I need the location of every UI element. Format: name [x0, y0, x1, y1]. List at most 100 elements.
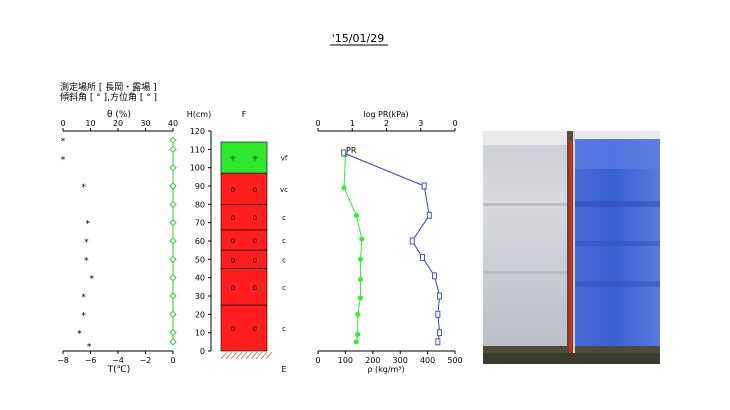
snow-layer	[220, 304, 268, 352]
temperature-point: *	[90, 275, 95, 285]
grain-symbol: o	[231, 255, 236, 264]
density-pr-panel: log PR(kPa) ρ (kg/m³) 0 1 2 3 0 0 100 200 300 40…	[315, 110, 462, 374]
moisture-point	[169, 255, 177, 264]
density-point	[359, 236, 365, 242]
pr-tick-label: 1	[350, 119, 355, 128]
pr-point	[409, 237, 415, 245]
temperature-point: *	[61, 137, 66, 147]
hardness-label: c	[282, 214, 286, 222]
ground-hatch-line	[260, 351, 268, 360]
pr-point	[437, 292, 443, 300]
density-tick-label: 0	[315, 356, 320, 365]
ground-hatch-line	[220, 351, 228, 360]
height-tick-label: 60	[195, 237, 205, 246]
ground-label: E	[281, 365, 286, 374]
moisture-tick-label: 20	[113, 119, 123, 128]
temperature-point: *	[81, 311, 86, 321]
density-line	[343, 154, 363, 342]
temperature-point: *	[81, 183, 86, 193]
snow-layer	[220, 204, 268, 231]
density-axis-label-text: ρ (kg/m³)	[367, 365, 404, 374]
temperature-moisture-panel: θ (%) T(℃) 0 10 20 30 40 −8 −6 −4 −2 0 *********…	[57, 110, 178, 375]
density-point	[353, 212, 359, 218]
temperature-tick-label: 0	[170, 356, 175, 365]
temperature-point: *	[77, 330, 82, 340]
density-tick-label: 300	[393, 356, 408, 365]
stratigraphy-panel: H(cm) F 0 10 20 30 40 50 60 70 80 90 100 110 120 + + o…	[187, 110, 288, 374]
stratigraphy-header: F	[242, 110, 247, 119]
snow-layer	[220, 268, 268, 306]
ground-hatch-line	[245, 351, 253, 360]
pr-tick-label: 0	[452, 119, 457, 128]
ground-hatch-line	[240, 351, 248, 360]
ground-hatch-line	[255, 351, 263, 360]
temperature-tick-label: −8	[57, 356, 69, 365]
grain-symbol: +	[252, 154, 259, 163]
hardness-label: vf	[281, 155, 288, 163]
ground-hatch-line	[250, 351, 258, 360]
height-tick-label: 20	[195, 310, 205, 319]
grain-symbol: o	[253, 236, 258, 245]
density-tick-label: 100	[338, 356, 353, 365]
snow-layer	[220, 172, 268, 205]
moisture-point	[169, 273, 177, 282]
grain-symbol: o	[231, 236, 236, 245]
hardness-label: c	[282, 256, 286, 264]
density-point	[353, 339, 359, 345]
grain-symbol: o	[231, 283, 236, 292]
snow-pit-photo	[483, 131, 660, 364]
grain-symbol: o	[253, 255, 258, 264]
moisture-point	[169, 182, 177, 190]
height-tick-label: 40	[195, 274, 205, 283]
moisture-point	[169, 338, 177, 346]
density-point	[357, 295, 363, 301]
pr-tick-label: 2	[384, 119, 389, 128]
pr-tick-label: 0	[315, 119, 320, 128]
moisture-point	[169, 145, 177, 154]
moisture-point	[169, 237, 177, 245]
density-point	[355, 332, 361, 337]
moisture-point	[169, 292, 177, 300]
height-tick-label: 100	[190, 164, 205, 173]
height-tick-label: 90	[195, 182, 205, 191]
temperature-tick-label: −6	[85, 356, 97, 365]
site-line: 測定場所 [ 長岡・露場 ]	[60, 81, 157, 93]
pr-point	[435, 310, 441, 318]
density-point	[357, 277, 363, 282]
pr-annotation: PR	[346, 146, 357, 155]
density-point	[357, 256, 363, 262]
height-tick-label: 30	[195, 292, 205, 301]
density-point	[355, 311, 361, 317]
height-tick-label: 50	[195, 255, 205, 264]
height-tick-label: 80	[195, 200, 205, 209]
hardness-label: vc	[280, 186, 288, 194]
moisture-tick-label: 30	[140, 119, 150, 128]
ground-hatch-line	[230, 351, 238, 360]
height-tick-label: 10	[195, 329, 205, 338]
pr-point	[421, 182, 427, 190]
temperature-point: *	[81, 293, 86, 303]
pr-line	[343, 152, 441, 342]
height-tick-label: 120	[190, 127, 205, 136]
density-tick-label: 200	[365, 356, 380, 365]
temperature-tick-label: −2	[140, 356, 152, 365]
density-tick-label: 500	[447, 356, 462, 365]
temperature-point: *	[84, 238, 89, 248]
temperature-point: *	[86, 220, 91, 230]
pr-point	[432, 272, 437, 280]
density-axis-label: ρ (kg/m³)	[367, 365, 404, 374]
moisture-point	[169, 200, 177, 209]
hardness-label: c	[282, 284, 286, 292]
hardness-label: c	[282, 325, 286, 333]
moisture-tick-label: 0	[60, 119, 65, 128]
height-tick-label: 70	[195, 219, 205, 228]
snow-layer	[220, 141, 268, 174]
pr-point	[426, 211, 432, 219]
observation-date: '15/01/29	[332, 32, 384, 45]
temperature-point: *	[84, 256, 89, 266]
moisture-point	[169, 136, 177, 144]
pr-point	[341, 149, 347, 157]
pr-point	[435, 338, 441, 346]
temperature-axis-label: T(℃)	[107, 365, 131, 375]
